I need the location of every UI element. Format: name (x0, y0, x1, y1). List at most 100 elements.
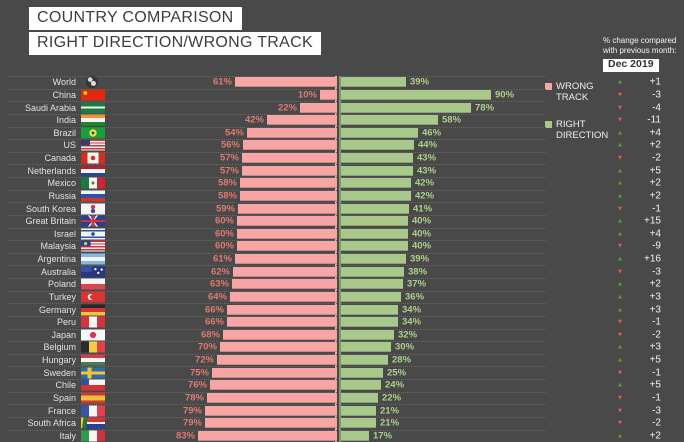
flag-chile-icon (81, 379, 105, 391)
right-direction-value: 58% (442, 114, 462, 126)
flag-mexico-icon (81, 177, 105, 189)
change-up-triangle-icon: ▲ (616, 141, 624, 149)
row-separator-left (8, 341, 337, 343)
right-direction-value: 90% (495, 89, 515, 101)
row-separator-right (341, 366, 546, 368)
flag-south-korea-icon (81, 203, 105, 215)
flag-netherlands-icon (81, 165, 105, 177)
row-argentina: Argentina 61% 39% ▲ +16 (0, 253, 684, 267)
row-china: China 10% 90% ▼ -3 (0, 89, 684, 103)
right-direction-value: 34% (402, 304, 422, 316)
change-up-triangle-icon: ▲ (616, 293, 624, 301)
flag-great-britain-icon (81, 215, 105, 227)
right-direction-bar (341, 380, 381, 391)
row-separator-right (341, 328, 546, 330)
country-label-chile: Chile (55, 380, 76, 391)
change-value: -2 (652, 329, 661, 341)
right-direction-bar (341, 178, 411, 189)
change-value: -1 (652, 316, 661, 328)
wrong-track-bar (227, 317, 337, 328)
wrong-track-value: 56% (220, 139, 240, 151)
right-direction-bar (341, 392, 378, 403)
wrong-track-value: 66% (204, 316, 224, 328)
country-label-france: France (47, 405, 76, 416)
wrong-track-bar (300, 102, 337, 113)
wrong-track-bar (232, 279, 337, 290)
change-value: +3 (649, 304, 661, 316)
change-value: +2 (649, 177, 661, 189)
flag-spain-icon (81, 392, 105, 404)
row-separator-right (341, 265, 546, 267)
change-value: -2 (652, 417, 661, 429)
right-direction-bar (341, 89, 491, 100)
change-value: -9 (652, 240, 661, 252)
row-separator-left (8, 240, 337, 242)
row-separator-left (8, 139, 337, 141)
row-great-britain: Great Britain 60% 40% ▲ +15 (0, 215, 684, 229)
change-value: +4 (649, 228, 661, 240)
row-separator-left (8, 189, 337, 191)
change-value: -3 (652, 405, 661, 417)
flag-belgium-icon (81, 341, 105, 353)
right-direction-value: 78% (475, 102, 495, 114)
legend-wrong-label: WRONG TRACK (556, 81, 594, 103)
wrong-track-bar (243, 140, 337, 151)
wrong-track-bar (237, 241, 337, 252)
row-canada: Canada 57% 43% ▼ -2 (0, 152, 684, 166)
change-value: -3 (652, 89, 661, 101)
wrong-track-value: 75% (189, 367, 209, 379)
row-australia: Australia 62% 38% ▼ -3 (0, 265, 684, 279)
country-label-saudi-arabia: Saudi Arabia (24, 102, 76, 113)
change-up-triangle-icon: ▲ (616, 167, 624, 175)
change-value: +2 (649, 190, 661, 202)
right-direction-bar (341, 228, 408, 239)
row-peru: Peru 66% 34% ▼ -1 (0, 316, 684, 330)
row-separator-left (8, 429, 337, 431)
row-poland: Poland 63% 37% ▲ +2 (0, 278, 684, 292)
change-value: +2 (649, 139, 661, 151)
change-value: +5 (649, 165, 661, 177)
right-direction-bar (341, 342, 391, 353)
change-up-triangle-icon: ▲ (616, 255, 624, 263)
change-up-triangle-icon: ▲ (616, 432, 624, 440)
row-separator-right (341, 164, 546, 166)
change-value: -1 (652, 367, 661, 379)
legend-right-direction: RIGHT DIRECTION (545, 119, 619, 141)
change-value: +5 (649, 354, 661, 366)
flag-hungary-icon (81, 354, 105, 366)
change-value: -1 (652, 203, 661, 215)
row-chile: Chile 76% 24% ▲ +5 (0, 379, 684, 393)
country-label-argentina: Argentina (37, 254, 76, 265)
row-separator-left (8, 113, 337, 115)
row-separator-right (341, 139, 546, 141)
row-separator-left (8, 303, 337, 305)
wrong-track-bar (207, 392, 337, 403)
row-separator-right (341, 290, 546, 292)
right-direction-value: 24% (385, 379, 405, 391)
wrong-track-value: 70% (197, 341, 217, 353)
country-label-russia: Russia (48, 190, 76, 201)
country-label-brazil: Brazil (53, 127, 76, 138)
wrong-track-value: 57% (219, 165, 239, 177)
flag-germany-icon (81, 304, 105, 316)
right-direction-bar (341, 418, 376, 429)
wrong-track-bar (320, 89, 337, 100)
row-hungary: Hungary 72% 28% ▲ +5 (0, 354, 684, 368)
row-separator-left (8, 379, 337, 380)
change-up-triangle-icon: ▲ (616, 129, 624, 137)
row-separator-right (341, 88, 546, 90)
country-label-us: US (63, 140, 76, 151)
row-separator-right (341, 379, 546, 380)
row-separator-right (341, 341, 546, 343)
row-separator-right (341, 416, 546, 418)
wrong-track-value: 76% (187, 379, 207, 391)
country-label-canada: Canada (44, 153, 76, 164)
change-down-triangle-icon: ▼ (616, 268, 624, 276)
right-direction-value: 41% (413, 203, 433, 215)
right-direction-bar (341, 115, 438, 126)
wrong-track-bar (242, 165, 337, 176)
wrong-track-bar (205, 405, 337, 416)
wrong-track-value: 60% (214, 228, 234, 240)
country-label-germany: Germany (38, 304, 76, 315)
row-separator-right (341, 240, 546, 242)
